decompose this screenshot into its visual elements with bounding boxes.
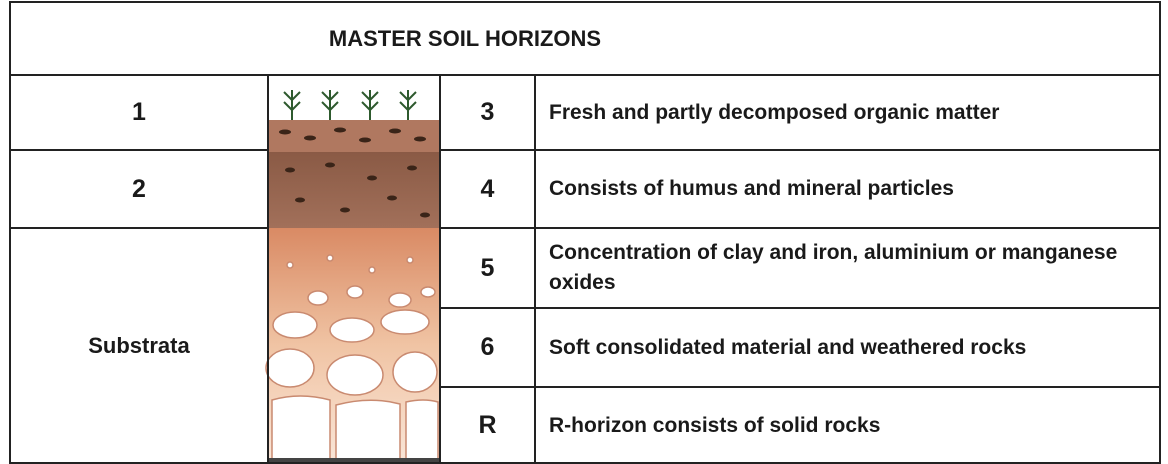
left-label: 1	[10, 75, 268, 150]
row-description: Concentration of clay and iron, aluminiu…	[535, 228, 1135, 308]
row-number: 6	[440, 308, 535, 387]
row-number: 3	[440, 75, 535, 150]
row-description: R-horizon consists of solid rocks	[535, 387, 1135, 464]
row-description: Consists of humus and mineral particles	[535, 150, 1135, 228]
row-number: 5	[440, 228, 535, 308]
row-description: Soft consolidated material and weathered…	[535, 308, 1135, 387]
soil-horizons-table: MASTER SOIL HORIZONS 1 2 Substrata 3Fres…	[0, 0, 1168, 464]
left-label: Substrata	[10, 228, 268, 464]
soil-profile-illustration	[266, 75, 440, 464]
row-number: R	[440, 387, 535, 464]
left-label: 2	[10, 150, 268, 228]
row-number: 4	[440, 150, 535, 228]
row-description: Fresh and partly decomposed organic matt…	[535, 75, 1135, 150]
title: MASTER SOIL HORIZONS	[10, 2, 920, 75]
